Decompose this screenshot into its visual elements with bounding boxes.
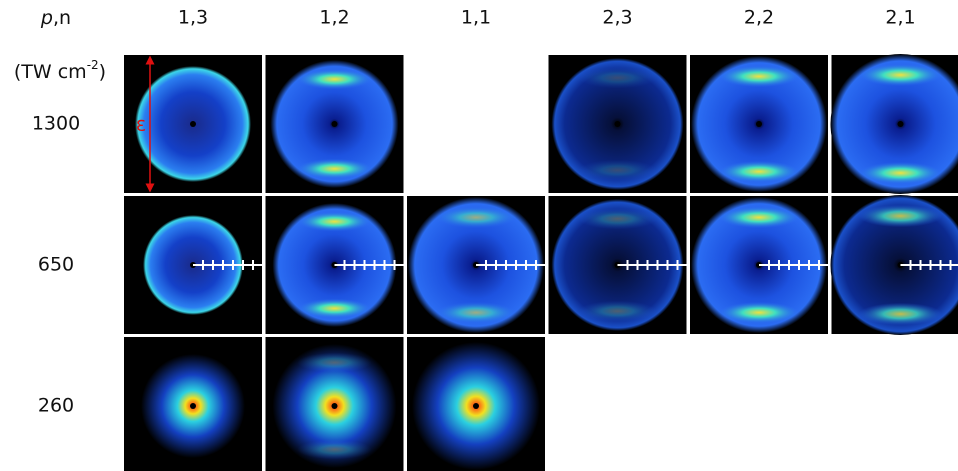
intensity-band [718, 302, 800, 324]
column-label: 1,1 [461, 7, 491, 29]
detector-image [690, 55, 828, 193]
row-label: 260 [38, 395, 74, 417]
detector-image [549, 196, 687, 334]
detector-image [266, 196, 404, 334]
intensity-band [297, 439, 371, 459]
column-label: 1,2 [319, 7, 349, 29]
image-center [756, 121, 762, 127]
image-center [898, 121, 904, 127]
column-label: 2,1 [885, 7, 915, 29]
figure: p,n (TW cm-2) 1,3 1,2 1,1 2,3 2,2 2,1 1300 650 2… [0, 0, 958, 471]
intensity-band [435, 302, 517, 324]
unit-label: (TW cm-2) [14, 58, 106, 83]
column-label: 1,3 [178, 7, 208, 29]
intensity-band [859, 64, 943, 86]
detector-image [124, 196, 262, 334]
image-grid [124, 54, 958, 471]
intensity-band [297, 298, 371, 318]
intensity-band [859, 303, 943, 325]
image-center [332, 121, 338, 127]
detector-image [407, 196, 545, 334]
intensity-band [718, 207, 800, 229]
intensity-band [718, 66, 800, 88]
detector-image [549, 55, 687, 193]
polarization-label: ε [136, 114, 146, 136]
intensity-band [296, 69, 373, 89]
intensity-band [578, 160, 657, 181]
detector-image [124, 337, 262, 471]
intensity-band [297, 212, 371, 232]
row-label: 650 [38, 254, 74, 276]
image-center [190, 403, 196, 409]
intensity-band [297, 353, 371, 373]
image-center [473, 403, 479, 409]
detector-image [831, 195, 958, 335]
intensity-band [859, 205, 943, 227]
detector-image [266, 337, 404, 471]
intensity-band [718, 161, 800, 183]
detector-image [690, 196, 828, 334]
intensity-band [578, 208, 657, 229]
detector-image [407, 337, 545, 471]
detector-image [266, 55, 404, 193]
intensity-band [859, 162, 943, 184]
image-center [615, 121, 621, 127]
intensity-band [435, 207, 517, 229]
intensity-band [578, 301, 657, 322]
intensity-band [578, 67, 657, 88]
intensity-band [296, 159, 373, 179]
detector-image [831, 54, 958, 194]
corner-label: p,n [40, 7, 71, 29]
image-center [190, 121, 196, 127]
row-label: 1300 [32, 113, 80, 135]
column-label: 2,3 [602, 7, 632, 29]
column-label: 2,2 [744, 7, 774, 29]
image-center [332, 403, 338, 409]
